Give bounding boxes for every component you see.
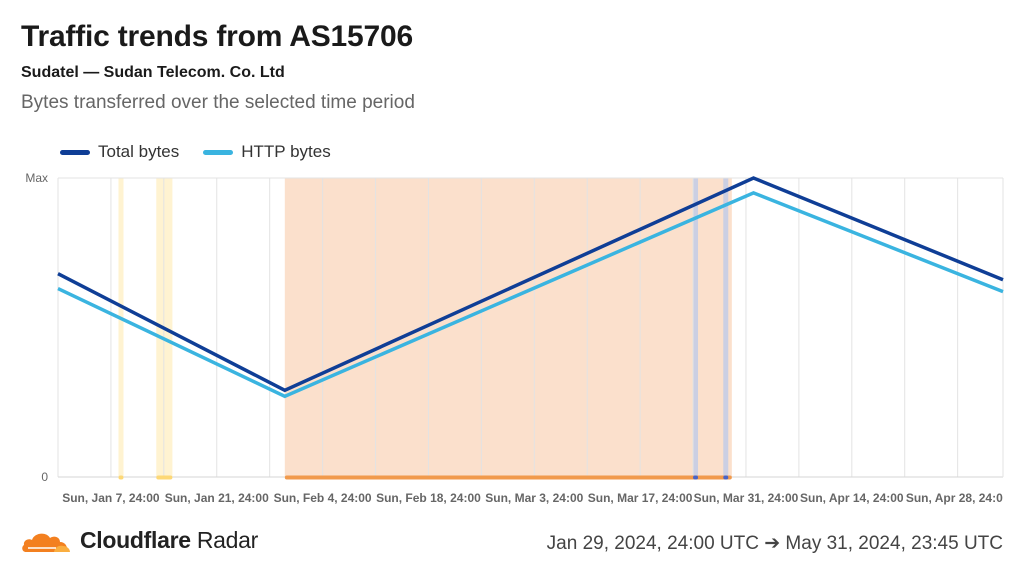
- legend-item-http[interactable]: HTTP bytes: [203, 142, 331, 162]
- y-tick-label-max: Max: [25, 171, 48, 185]
- x-tick-label: Sun, Mar 3, 24:00: [485, 491, 583, 505]
- annotation-marker-blue: [723, 475, 729, 480]
- annotation-marker-yellow: [118, 475, 124, 480]
- annotation-markers: [118, 475, 732, 480]
- date-range: Jan 29, 2024, 24:00 UTC ➔ May 31, 2024, …: [546, 533, 1003, 554]
- annotation-marker-yellow: [156, 475, 173, 480]
- brand-name: Cloudflare Radar: [80, 527, 258, 554]
- x-tick-label: Sun, Jan 21, 24:00: [165, 491, 269, 505]
- chart-title: Traffic trends from AS15706: [21, 20, 413, 53]
- cloudflare-radar-logo[interactable]: Cloudflare Radar: [20, 527, 258, 554]
- annotation-band-yellow: [118, 178, 124, 477]
- series-line-http: [57, 191, 1004, 399]
- x-tick-label: Sun, Apr 14, 24:00: [800, 491, 904, 505]
- annotation-marker-blue: [693, 475, 699, 480]
- x-tick-label: Sun, Feb 4, 24:00: [274, 491, 372, 505]
- annotation-band-blue: [723, 178, 729, 477]
- chart-legend: Total bytes HTTP bytes: [60, 142, 331, 162]
- x-tick-label: Sun, Jan 7, 24:00: [62, 491, 160, 505]
- annotation-band-blue: [693, 178, 699, 477]
- legend-item-total[interactable]: Total bytes: [60, 142, 179, 162]
- legend-swatch-total: [60, 149, 90, 155]
- chart-grid: [57, 177, 1004, 478]
- chart-subtitle: Sudatel — Sudan Telecom. Co. Ltd: [21, 64, 285, 81]
- x-tick-label: Sun, Mar 17, 24:00: [588, 491, 693, 505]
- x-tick-label: Sun, Mar 31, 24:00: [694, 491, 799, 505]
- cloudflare-cloud-icon: [22, 533, 70, 552]
- brand-bold: Cloudflare: [80, 527, 191, 553]
- brand-light: Radar: [190, 527, 258, 553]
- x-tick-label: Sun, Apr 28, 24:00: [906, 491, 1010, 505]
- legend-swatch-http: [203, 149, 234, 155]
- legend-label-http: HTTP bytes: [241, 142, 331, 161]
- annotation-band-orange: [284, 178, 732, 477]
- x-tick-label: Sun, Feb 18, 24:00: [376, 491, 481, 505]
- y-tick-label-zero: 0: [41, 470, 48, 484]
- series-lines: [57, 176, 1004, 399]
- legend-label-total: Total bytes: [98, 142, 180, 161]
- x-tick-labels: Sun, Jan 7, 24:00 Sun, Jan 21, 24:00 Sun, …: [62, 491, 1010, 505]
- chart-description: Bytes transferred over the selected time…: [21, 92, 415, 113]
- annotation-bands: [118, 178, 732, 477]
- series-line-total: [57, 176, 1004, 393]
- annotation-marker-orange: [284, 475, 732, 480]
